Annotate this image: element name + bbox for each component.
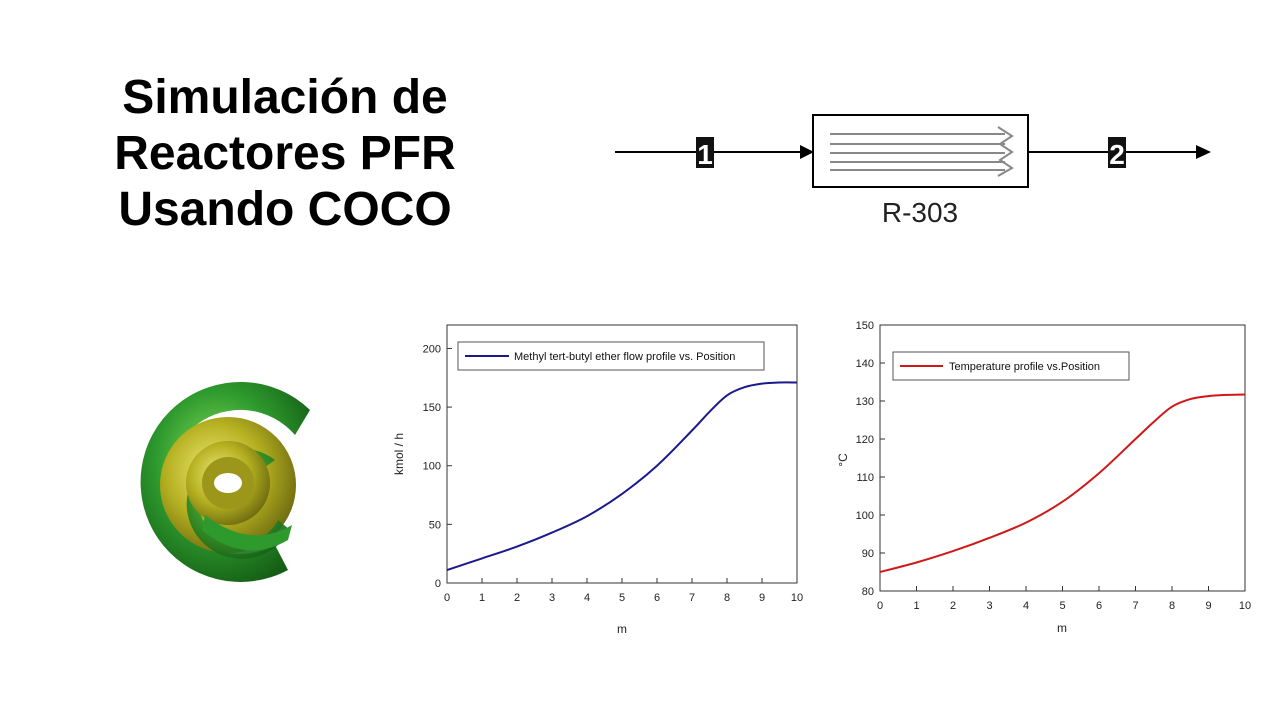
x-tick-label: 3 [549, 592, 555, 604]
x-tick-label: 2 [514, 592, 520, 604]
title-line-1: Simulación de [122, 71, 448, 124]
outlet-arrowhead-icon [1196, 145, 1211, 159]
y-tick-label: 200 [423, 343, 441, 355]
y-axis-label: kmol / h [392, 433, 406, 475]
legend-label: Temperature profile vs.Position [949, 361, 1100, 373]
title-line-3: Usando COCO [118, 183, 452, 236]
x-axis: 0 1 2 3 4 5 6 7 8 9 10 [444, 578, 803, 604]
x-tick-label: 7 [689, 592, 695, 604]
x-tick-label: 10 [791, 592, 803, 604]
y-axis-label: °C [836, 453, 850, 467]
x-tick-label: 0 [444, 592, 450, 604]
y-tick-label: 120 [856, 434, 874, 446]
y-tick-label: 0 [435, 578, 441, 590]
pfr-flowsheet: 1 R-303 2 [615, 114, 1211, 228]
temperature-chart: 80 90 100 110 120 130 140 150 0 1 2 3 4 5 6 7 8 9 10 m °C… [836, 320, 1251, 635]
x-tick-label: 6 [1096, 600, 1102, 612]
inlet-stream-tag [696, 137, 714, 168]
y-tick-label: 140 [856, 358, 874, 370]
x-tick-label: 1 [479, 592, 485, 604]
y-tick-label: 110 [856, 472, 874, 484]
x-tick-label: 6 [654, 592, 660, 604]
legend-label: Methyl tert-butyl ether flow profile vs.… [514, 351, 735, 363]
reactor-tubes-icon [830, 126, 1014, 177]
x-tick-label: 9 [1205, 600, 1211, 612]
mtbe-flow-chart: 0 50 100 150 200 0 1 2 3 4 5 6 7 8 9 10 m kmol / h Met… [392, 324, 803, 636]
outlet-stream-tag [1108, 137, 1126, 168]
y-tick-label: 130 [856, 396, 874, 408]
x-tick-label: 5 [1059, 600, 1065, 612]
x-tick-label: 3 [986, 600, 992, 612]
x-tick-label: 9 [759, 592, 765, 604]
legend: Temperature profile vs.Position [892, 351, 1130, 381]
y-tick-label: 100 [423, 461, 441, 473]
y-tick-label: 150 [423, 402, 441, 414]
y-tick-label: 80 [862, 586, 874, 598]
legend: Methyl tert-butyl ether flow profile vs.… [457, 341, 765, 371]
y-tick-label: 50 [429, 519, 441, 531]
inlet-stream-label: 1 [697, 139, 713, 170]
y-axis: 0 50 100 150 200 [423, 343, 452, 590]
reactor-vessel [812, 114, 1029, 188]
title-line-2: Reactores PFR [114, 127, 456, 180]
x-tick-label: 4 [1023, 600, 1029, 612]
x-tick-label: 10 [1239, 600, 1251, 612]
y-tick-label: 90 [862, 548, 874, 560]
x-tick-label: 4 [584, 592, 590, 604]
x-axis: 0 1 2 3 4 5 6 7 8 9 10 [877, 586, 1251, 612]
y-tick-label: 100 [856, 510, 874, 522]
x-axis-label: m [1057, 621, 1067, 635]
x-axis-label: m [617, 622, 627, 636]
coco-logo-icon [140, 381, 310, 582]
reactor-label: R-303 [882, 197, 958, 228]
temperature-series-line [879, 393, 1246, 573]
x-tick-label: 8 [1169, 600, 1175, 612]
inlet-arrowhead-icon [800, 145, 814, 159]
x-tick-label: 7 [1132, 600, 1138, 612]
mtbe-series-line [446, 381, 798, 572]
y-axis: 80 90 100 110 120 130 140 150 [856, 320, 885, 598]
x-tick-label: 0 [877, 600, 883, 612]
x-tick-label: 5 [619, 592, 625, 604]
page-title: Simulación de Reactores PFR Usando COCO [60, 70, 510, 238]
y-tick-label: 150 [856, 320, 874, 332]
x-tick-label: 2 [950, 600, 956, 612]
x-tick-label: 8 [724, 592, 730, 604]
outlet-stream-label: 2 [1109, 139, 1125, 170]
x-tick-label: 1 [913, 600, 919, 612]
